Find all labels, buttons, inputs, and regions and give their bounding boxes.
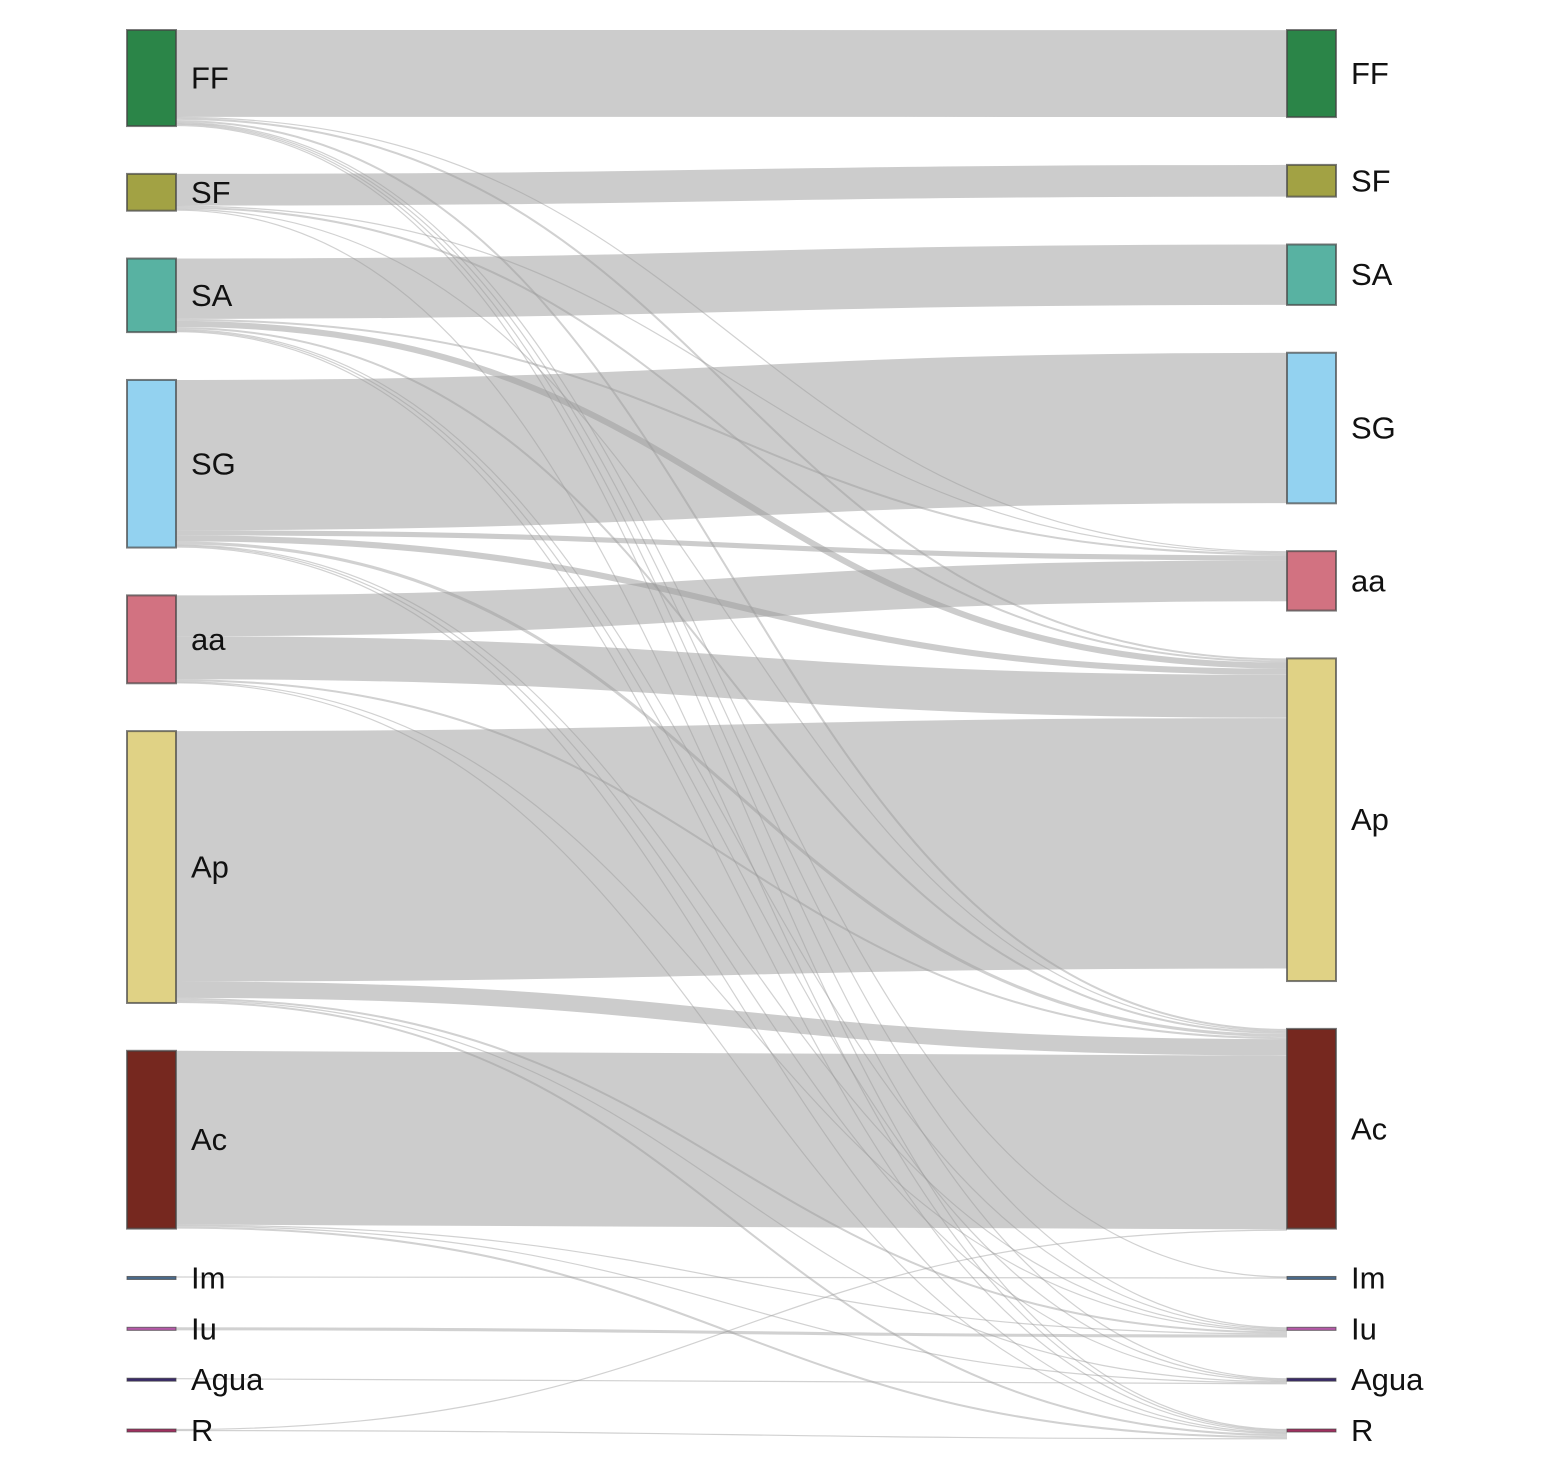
flow-Ac-to-R	[175, 1226, 1288, 1439]
label-left-SF: SF	[191, 175, 231, 210]
node-left-FF	[126, 29, 177, 128]
node-right-SA	[1286, 243, 1337, 306]
flow-R-to-Ac	[175, 1229, 1288, 1431]
flow-Ap-to-Ac	[175, 981, 1288, 1056]
label-right-Iu: Iu	[1351, 1311, 1377, 1346]
label-right-Im: Im	[1351, 1260, 1385, 1295]
label-left-aa: aa	[191, 622, 226, 657]
label-right-Ap: Ap	[1351, 802, 1389, 837]
label-left-Ap: Ap	[191, 850, 229, 885]
flow-Ac-to-Agua	[175, 1225, 1288, 1384]
node-left-SG	[126, 378, 177, 549]
label-right-R: R	[1351, 1413, 1373, 1448]
node-left-aa	[126, 594, 177, 685]
label-left-Iu: Iu	[191, 1311, 217, 1346]
label-left-R: R	[191, 1413, 213, 1448]
flow-aa-to-Iu	[175, 681, 1288, 1332]
label-left-SG: SG	[191, 446, 236, 481]
label-right-FF: FF	[1351, 56, 1389, 91]
flow-SA-to-SA	[175, 244, 1288, 319]
flow-Ap-to-Ap	[175, 718, 1288, 982]
flow-Agua-to-Agua	[175, 1378, 1288, 1385]
node-right-FF	[1286, 29, 1337, 119]
flow-Ac-to-Ac	[175, 1050, 1288, 1230]
node-left-R	[126, 1428, 177, 1433]
flow-Ac-to-Iu	[175, 1224, 1288, 1335]
label-left-Im: Im	[191, 1260, 225, 1295]
node-right-aa	[1286, 550, 1337, 612]
node-right-Agua	[1286, 1377, 1337, 1382]
node-left-Ap	[126, 730, 177, 1004]
sankey-nodes	[126, 29, 1337, 1433]
label-right-Agua: Agua	[1351, 1362, 1424, 1397]
node-left-Im	[126, 1275, 177, 1280]
node-left-Agua	[126, 1377, 177, 1382]
node-right-Ap	[1286, 657, 1337, 983]
sankey-links	[175, 30, 1288, 1440]
node-left-SA	[126, 257, 177, 334]
sankey-labels: FF SF SA SG aa Ap Ac Im Iu Agua R FF SF SA SG aa Ap Ac Im I…	[191, 56, 1424, 1448]
node-left-Iu	[126, 1326, 177, 1331]
label-left-Ac: Ac	[191, 1122, 227, 1157]
flow-R-to-R	[175, 1429, 1288, 1440]
flow-aa-to-Ap	[175, 636, 1288, 718]
label-right-SA: SA	[1351, 257, 1393, 292]
label-right-aa: aa	[1351, 563, 1386, 598]
flow-FF-to-aa	[175, 116, 1288, 553]
label-left-Agua: Agua	[191, 1362, 264, 1397]
flow-SF-to-SF	[175, 164, 1288, 206]
label-left-FF: FF	[191, 61, 229, 96]
node-right-R	[1286, 1428, 1337, 1433]
node-left-Ac	[126, 1049, 177, 1230]
node-right-SG	[1286, 351, 1337, 505]
flow-SG-to-aa	[175, 530, 1288, 561]
label-left-SA: SA	[191, 278, 233, 313]
flow-SG-to-SG	[175, 352, 1288, 531]
label-right-Ac: Ac	[1351, 1111, 1387, 1146]
flow-Im-to-Im	[175, 1276, 1288, 1279]
label-right-SF: SF	[1351, 163, 1391, 198]
flow-aa-to-aa	[175, 560, 1288, 637]
node-right-Ac	[1286, 1027, 1337, 1230]
node-right-Iu	[1286, 1326, 1337, 1331]
node-right-SF	[1286, 163, 1337, 198]
node-left-SF	[126, 172, 177, 212]
node-right-Im	[1286, 1275, 1337, 1280]
label-right-SG: SG	[1351, 411, 1396, 446]
flow-Iu-to-Iu	[175, 1327, 1288, 1338]
